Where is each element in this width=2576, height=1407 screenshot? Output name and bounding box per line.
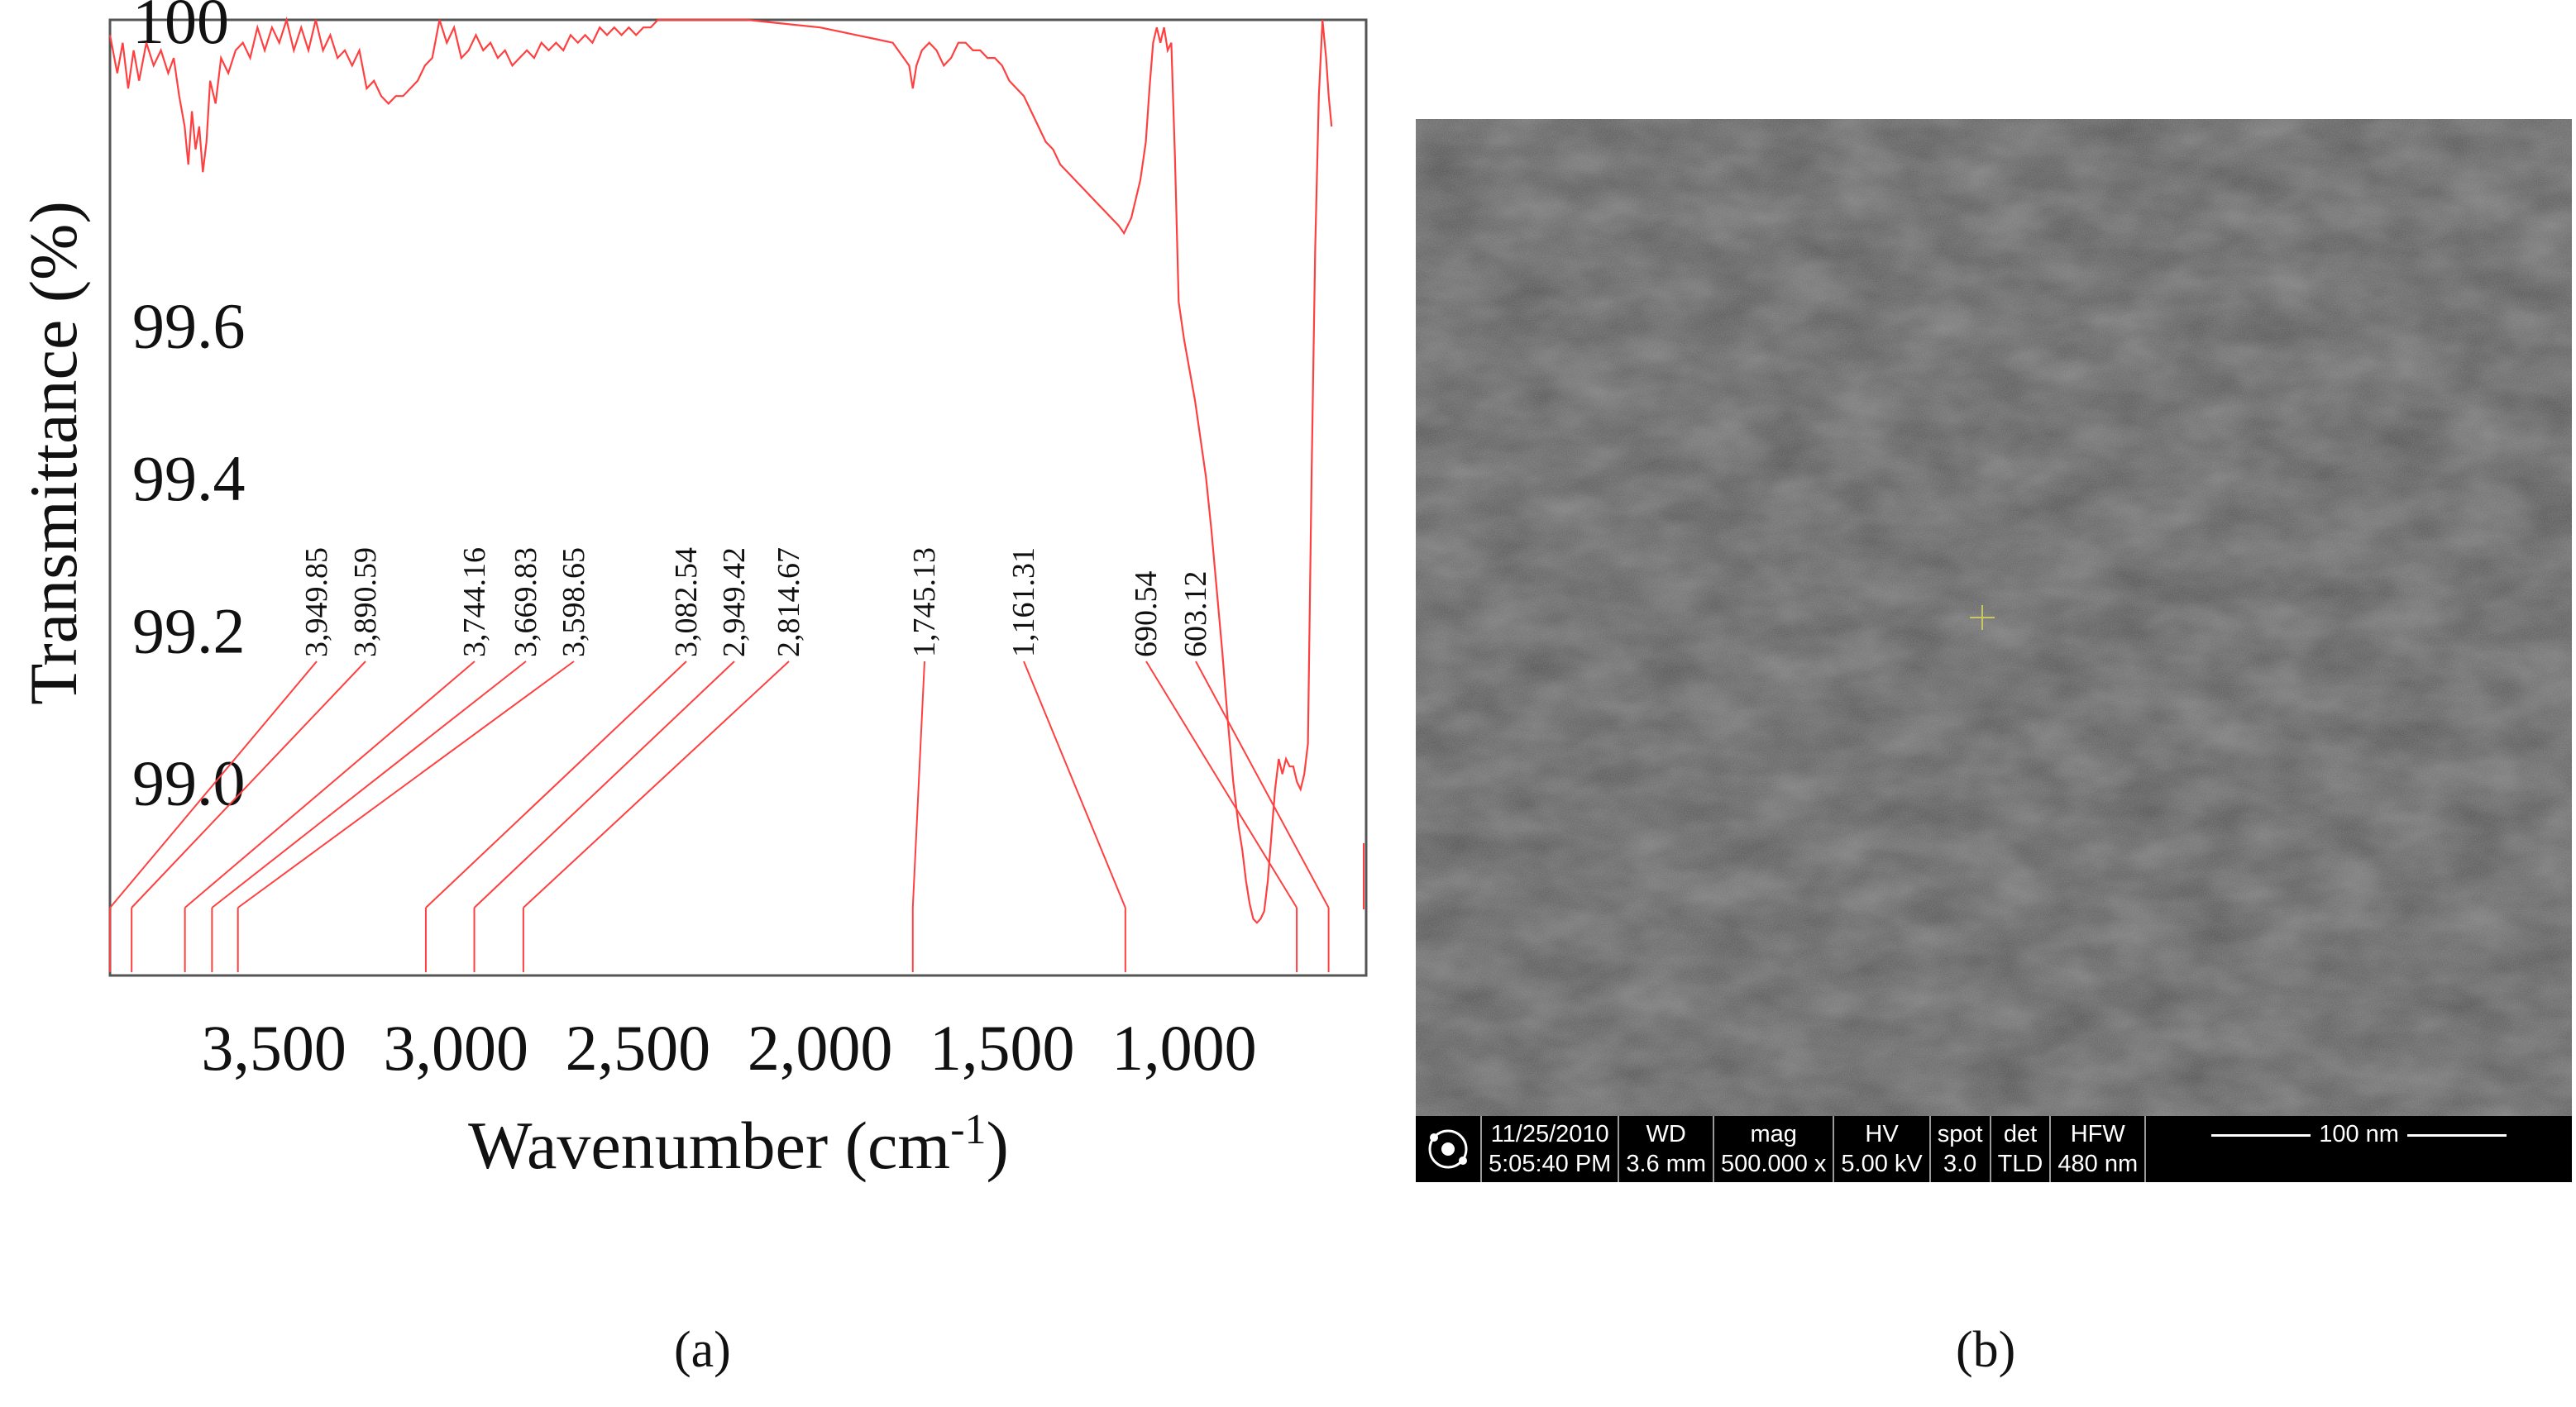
spectrum-series [108,16,1333,924]
crosshair-icon [1970,605,1995,630]
plot-frame [108,18,1368,977]
peak-label: 1,161.31 [1006,547,1041,657]
peak-label: 3,949.85 [299,547,334,657]
spectrum-line [108,16,1333,924]
peak-label: 603.12 [1178,571,1213,658]
sem-image [1416,119,2572,1116]
sem-scale-bar: 100 nm [2146,1116,2572,1182]
sem-spot-label: spot [1937,1121,1983,1147]
panel-label-b: (b) [1956,1322,2016,1378]
sem-wd-label: WD [1646,1121,1686,1147]
y-axis: 99.0 99.2 99.4 99.6 100 [132,0,246,819]
peak-marker: 3,744.16 [184,547,492,972]
sem-scale-label: 100 nm [2319,1121,2399,1147]
peak-annotations: 3,949.85 3,890.59 3,744.16 3,669.83 3,598.65… [109,547,1364,972]
peak-marker: 2,949.42 [473,547,752,972]
sem-micrograph: 11/25/2010 5:05:40 PM WD 3.6 mm mag 500.… [1416,119,2572,1182]
peak-marker: 3,669.83 [211,547,543,972]
sem-spot: spot 3.0 [1931,1116,1991,1182]
y-tick-label: 99.4 [132,442,246,514]
x-axis: 3,500 3,000 2,500 2,000 1,500 1,000 [201,1012,1256,1084]
peak-leader [184,661,476,909]
x-tick-label: 3,000 [384,1012,529,1084]
peak-marker: 3,082.54 [424,547,704,972]
peak-leader [1195,661,1330,909]
peak-label: 1,745.13 [907,547,942,657]
peak-marker: 603.12 [1178,571,1330,972]
sem-mag-value: 500.000 x [1721,1151,1827,1177]
peak-label: 690.54 [1129,571,1164,658]
peak-marker: 1,745.13 [907,547,942,972]
peak-leader [1145,661,1298,909]
x-tick-label: 1,000 [1111,1012,1257,1084]
peak-leader [473,661,735,909]
peak-leader [131,661,366,909]
peak-leader [211,661,527,909]
peak-leader [911,661,925,909]
sem-hfw-value: 480 nm [2057,1151,2139,1177]
peak-marker: 2,814.67 [522,547,806,972]
x-tick-label: 2,500 [566,1012,711,1084]
y-tick-label: 100 [132,0,229,57]
sem-det: det TLD [1991,1116,2052,1182]
sem-spot-value: 3.0 [1943,1151,1977,1177]
y-axis-title: Transmittance (%) [16,201,91,705]
peak-label: 3,744.16 [457,547,492,657]
x-tick-label: 1,500 [930,1012,1075,1084]
sem-det-label: det [2003,1121,2038,1147]
peak-label: 3,082.54 [669,547,704,657]
x-axis-title: Wavenumber (cm-1) [468,1106,1009,1183]
peak-leader [237,661,575,909]
sem-hfw: HFW 480 nm [2051,1116,2147,1182]
peak-marker: 3,598.65 [237,547,591,972]
sem-datetime: 11/25/2010 5:05:40 PM [1482,1116,1620,1182]
peak-label: 3,890.59 [348,547,383,657]
peak-leader [109,661,318,909]
scale-line-left [2211,1134,2311,1137]
y-tick-label: 99.6 [132,290,246,362]
sem-mag: mag 500.000 x [1714,1116,1835,1182]
sem-date: 11/25/2010 [1490,1121,1609,1147]
ftir-chart: 99.0 99.2 99.4 99.6 100 3,500 3,000 2,500 2,000… [16,0,1368,1183]
scale-line-right [2406,1134,2507,1137]
peak-label: 3,598.65 [557,547,591,657]
peak-leader [523,661,790,909]
y-tick-label: 99.2 [132,594,246,666]
peak-marker: 690.54 [1129,571,1298,972]
x-tick-label: 3,500 [201,1012,346,1084]
sem-det-value: TLD [1997,1151,2043,1177]
sem-info-bar: 11/25/2010 5:05:40 PM WD 3.6 mm mag 500.… [1416,1116,2572,1182]
sem-hfw-label: HFW [2070,1121,2125,1147]
sem-time: 5:05:40 PM [1489,1151,1612,1177]
peak-leader [425,661,687,909]
peak-label: 2,814.67 [772,547,806,657]
peak-label: 3,669.83 [509,547,543,657]
fei-logo-icon [1416,1116,1482,1182]
sem-hv: HV 5.00 kV [1834,1116,1931,1182]
x-tick-label: 2,000 [748,1012,893,1084]
panel-label-a: (a) [674,1322,731,1378]
peak-marker: 1,161.31 [1006,547,1126,972]
sem-mag-label: mag [1750,1121,1797,1147]
y-tick-label: 99.0 [132,747,246,819]
sem-hv-label: HV [1865,1121,1899,1147]
sem-wd: WD 3.6 mm [1619,1116,1715,1182]
sem-wd-value: 3.6 mm [1626,1151,1707,1177]
peak-marker: 3,890.59 [131,547,383,972]
peak-label: 2,949.42 [717,547,752,657]
peak-marker: 3,949.85 [109,547,334,972]
sem-hv-value: 5.00 kV [1841,1151,1923,1177]
peak-leader [1023,661,1126,909]
